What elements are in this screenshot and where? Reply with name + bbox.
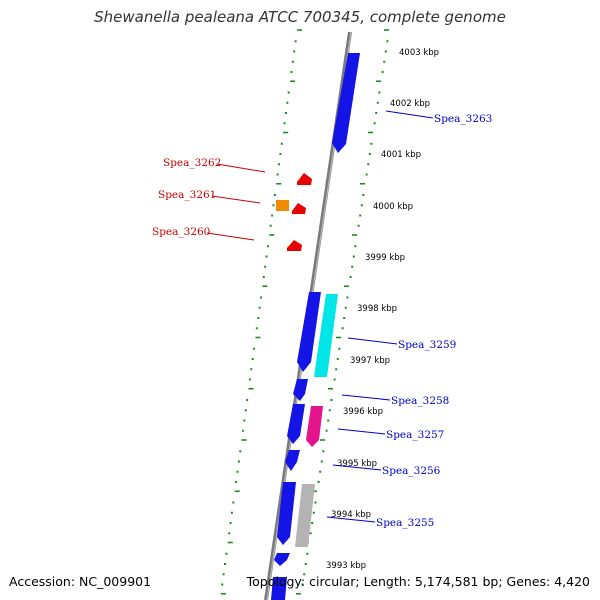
gene-label-spea-3263[interactable]: Spea_3263 (434, 113, 492, 125)
leader-spea-3255 (326, 516, 376, 523)
gene-spea-3262-arrow[interactable] (297, 173, 312, 185)
genome-summary-label: Topology: circular; Length: 5,174,581 bp… (246, 574, 590, 589)
gene-spea-3261b-arrow[interactable] (292, 203, 306, 214)
kbp-label-4003: 4003 kbp (399, 48, 439, 58)
gene-spea-3256-arrow[interactable] (285, 450, 300, 471)
leader-spea-3260 (206, 232, 255, 241)
kbp-label-3994: 3994 kbp (331, 510, 371, 520)
kbp-label-3997: 3997 kbp (350, 356, 390, 366)
leader-spea-3258 (341, 394, 391, 401)
gene-label-leaders (206, 110, 434, 523)
kbp-label-4001: 4001 kbp (381, 150, 421, 160)
leader-spea-3256 (332, 464, 382, 471)
leader-spea-3257 (337, 428, 386, 435)
gene-label-spea-3261[interactable]: Spea_3261 (158, 189, 216, 201)
green-ruler-left (220, 29, 302, 595)
leader-spea-3261 (211, 195, 261, 204)
leader-spea-3259 (347, 337, 398, 345)
accession-label: Accession: NC_009901 (9, 574, 151, 589)
gene-label-spea-3255[interactable]: Spea_3255 (376, 517, 434, 529)
reverse-strand-genes (276, 173, 312, 251)
gene-labels-reverse: Spea_3262 Spea_3261 Spea_3260 (152, 157, 221, 238)
forward-strand-genes (271, 53, 360, 600)
gene-spea-3255a-arrow[interactable] (277, 482, 296, 545)
gene-spea-3263-arrow[interactable] (332, 53, 360, 153)
gene-spea-3260-arrow[interactable] (287, 240, 302, 251)
gene-spea-3259b-arrow[interactable] (314, 294, 338, 377)
kbp-label-3998: 3998 kbp (357, 304, 397, 314)
leader-spea-3262 (216, 163, 266, 173)
gene-spea-3257a-arrow[interactable] (287, 404, 305, 444)
gene-label-spea-3259[interactable]: Spea_3259 (398, 339, 456, 351)
gene-labels-forward: Spea_3263 Spea_3259 Spea_3258 Spea_3257 … (376, 113, 492, 529)
gene-spea-3258-arrow[interactable] (293, 379, 308, 401)
kbp-label-4000: 4000 kbp (373, 202, 413, 212)
kbp-label-3999: 3999 kbp (365, 253, 405, 263)
gene-spea-3259-arrow[interactable] (297, 292, 321, 372)
gene-spea-3261-box[interactable] (276, 200, 289, 211)
gene-spea-3255-arrow[interactable] (295, 484, 315, 547)
gene-label-spea-3260[interactable]: Spea_3260 (152, 226, 210, 238)
kbp-label-3996: 3996 kbp (343, 407, 383, 417)
gene-label-spea-3257[interactable]: Spea_3257 (386, 429, 444, 441)
gene-3252-arrow[interactable] (271, 577, 287, 600)
kbp-label-3995: 3995 kbp (337, 459, 377, 469)
green-ruler-right (295, 29, 389, 595)
gene-label-spea-3256[interactable]: Spea_3256 (382, 465, 441, 477)
leader-spea-3263 (385, 110, 434, 119)
gene-label-spea-3262[interactable]: Spea_3262 (163, 157, 221, 169)
gene-spea-3257-arrow[interactable] (306, 406, 323, 447)
kbp-label-4002: 4002 kbp (390, 99, 430, 109)
genome-title: Shewanella pealeana ATCC 700345, complet… (94, 8, 506, 26)
kbp-tick-labels: 4003 kbp 4002 kbp 4001 kbp 4000 kbp 3999… (326, 48, 439, 571)
gene-label-spea-3258[interactable]: Spea_3258 (391, 395, 449, 407)
kbp-label-3993: 3993 kbp (326, 561, 366, 571)
gene-3253-arrow[interactable] (274, 553, 290, 566)
